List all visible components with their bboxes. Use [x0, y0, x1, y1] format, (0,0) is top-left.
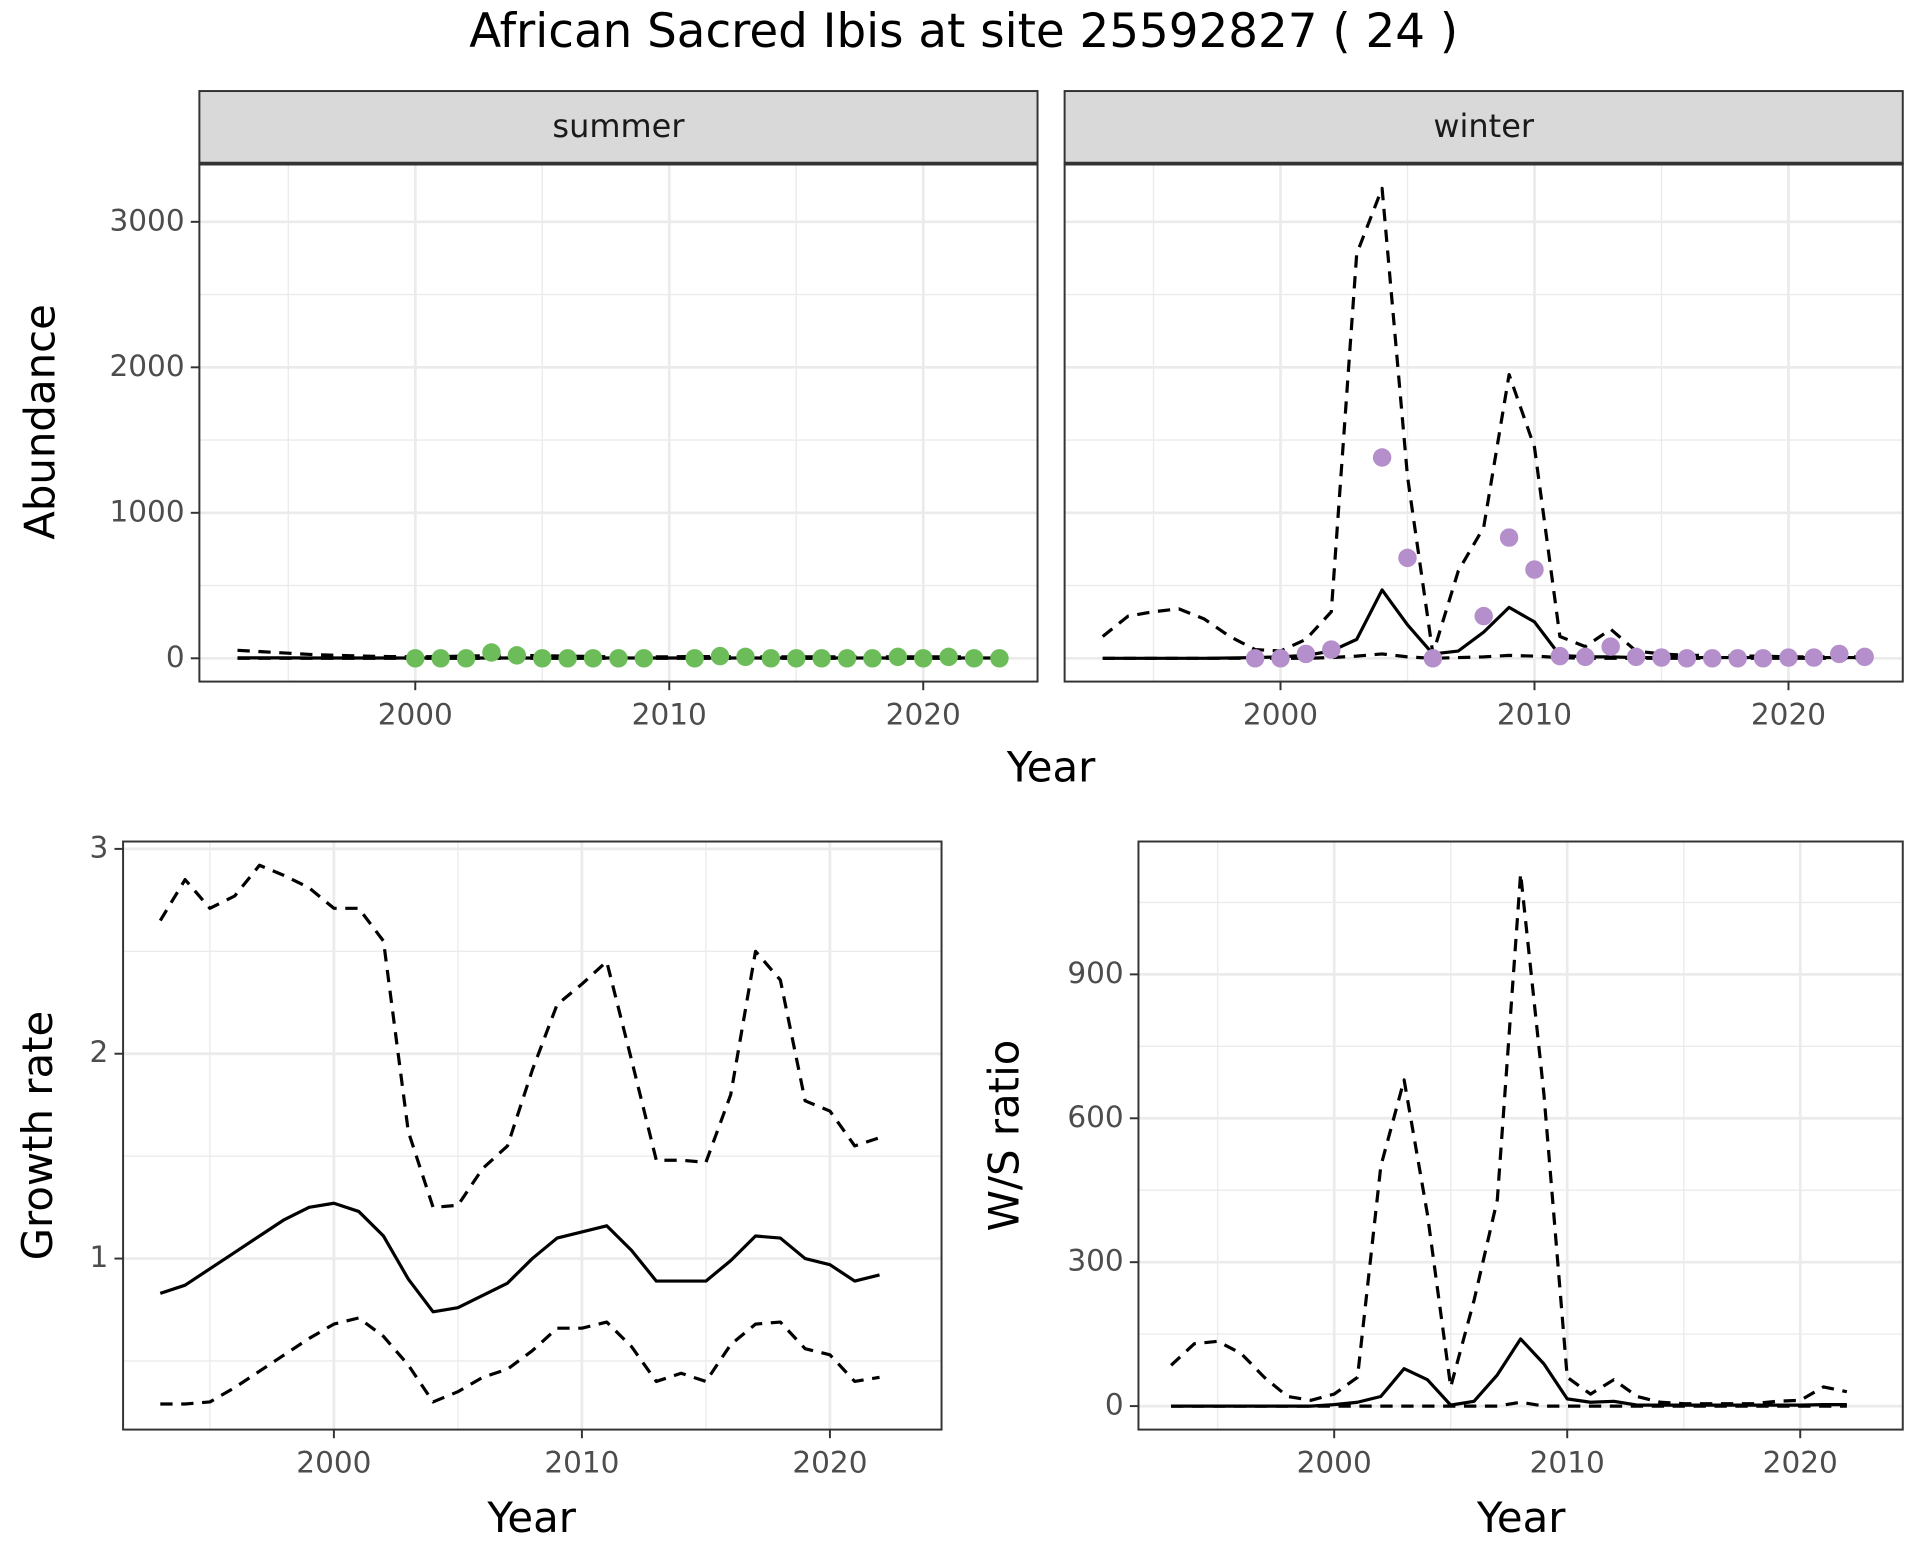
data-point — [1296, 644, 1316, 664]
data-point — [583, 649, 603, 668]
x-tick-label: 2020 — [1763, 1446, 1838, 1480]
y-tick-label: 3 — [90, 830, 109, 864]
panel-background — [1064, 163, 1903, 682]
x-tick-label: 2000 — [296, 1446, 371, 1480]
figure-title: African Sacred Ibis at site 25592827 ( 2… — [469, 5, 1458, 59]
data-point — [1804, 648, 1824, 667]
y-tick-label: 900 — [1067, 956, 1123, 990]
data-point — [1474, 606, 1493, 626]
x-tick-label: 2010 — [544, 1446, 619, 1480]
x-tick-label: 2000 — [1297, 1446, 1372, 1480]
x-tick-label: 2000 — [378, 698, 453, 732]
data-point — [685, 649, 704, 668]
facet-label: winter — [1433, 107, 1535, 145]
series-line — [159, 1201, 880, 1314]
data-point — [1576, 647, 1595, 667]
x-tick-label: 2010 — [1497, 698, 1572, 732]
x-tick-label: 2000 — [1243, 698, 1318, 732]
data-point — [1830, 644, 1849, 664]
data-point — [456, 649, 476, 668]
data-point — [507, 646, 527, 665]
x-axis-title: Year — [486, 1493, 576, 1542]
facet-label: summer — [552, 107, 685, 145]
data-point — [406, 649, 425, 668]
data-point — [1855, 647, 1874, 667]
data-point — [1703, 649, 1722, 668]
y-tick-label: 2 — [90, 1035, 109, 1069]
series-line — [1171, 1400, 1847, 1408]
data-point — [1779, 648, 1798, 667]
data-point — [710, 646, 730, 666]
data-point — [482, 643, 501, 662]
y-tick-label: 1000 — [109, 494, 184, 528]
data-point — [1601, 637, 1620, 656]
data-point — [964, 649, 984, 668]
y-axis-title: Abundance — [16, 304, 65, 540]
y-axis-title: W/S ratio — [979, 1040, 1028, 1232]
data-point — [1423, 649, 1443, 668]
panel-border — [122, 840, 943, 1431]
y-tick-label: 0 — [166, 640, 185, 674]
y-tick-label: 600 — [1067, 1100, 1123, 1134]
x-axis-title: Year — [1006, 743, 1096, 792]
data-point — [888, 647, 908, 667]
data-point — [1499, 528, 1519, 547]
y-tick-label: 0 — [1105, 1388, 1124, 1422]
data-point — [634, 649, 654, 668]
y-tick-label: 300 — [1067, 1244, 1123, 1278]
data-point — [1626, 647, 1646, 667]
data-point — [1271, 649, 1290, 668]
data-point — [761, 649, 781, 668]
data-point — [1372, 448, 1392, 467]
data-point — [914, 649, 933, 668]
x-tick-label: 2010 — [632, 698, 707, 732]
panel-background — [123, 841, 942, 1430]
y-axis-title: Growth rate — [13, 1011, 62, 1261]
panel-border — [1137, 840, 1904, 1431]
series-line — [158, 863, 881, 1209]
y-tick-label: 3000 — [109, 203, 184, 237]
data-point — [1245, 649, 1265, 668]
data-point — [787, 649, 806, 668]
x-tick-label: 2020 — [1751, 698, 1826, 732]
series-line — [160, 1316, 880, 1406]
y-tick-label: 1 — [90, 1240, 109, 1274]
data-point — [1525, 560, 1544, 579]
panel-background — [199, 163, 1038, 682]
y-tick-label: 2000 — [109, 349, 184, 383]
data-point — [1677, 649, 1697, 668]
data-point — [533, 649, 552, 668]
x-tick-label: 2020 — [792, 1446, 867, 1480]
data-point — [1728, 649, 1747, 668]
data-point — [609, 649, 628, 668]
x-tick-label: 2010 — [1530, 1446, 1605, 1480]
data-point — [431, 649, 450, 668]
panel-background — [1138, 841, 1903, 1430]
data-point — [837, 649, 857, 668]
data-point — [939, 647, 958, 667]
data-point — [1322, 640, 1341, 659]
data-point — [1398, 548, 1417, 568]
x-tick-label: 2020 — [886, 698, 961, 732]
data-point — [1753, 649, 1773, 668]
data-point — [736, 647, 755, 667]
data-point — [812, 649, 831, 668]
data-point — [863, 649, 882, 668]
data-point — [558, 649, 577, 668]
data-point — [1652, 648, 1671, 667]
x-axis-title: Year — [1476, 1493, 1566, 1542]
data-point — [1550, 646, 1570, 666]
data-point — [990, 649, 1009, 668]
